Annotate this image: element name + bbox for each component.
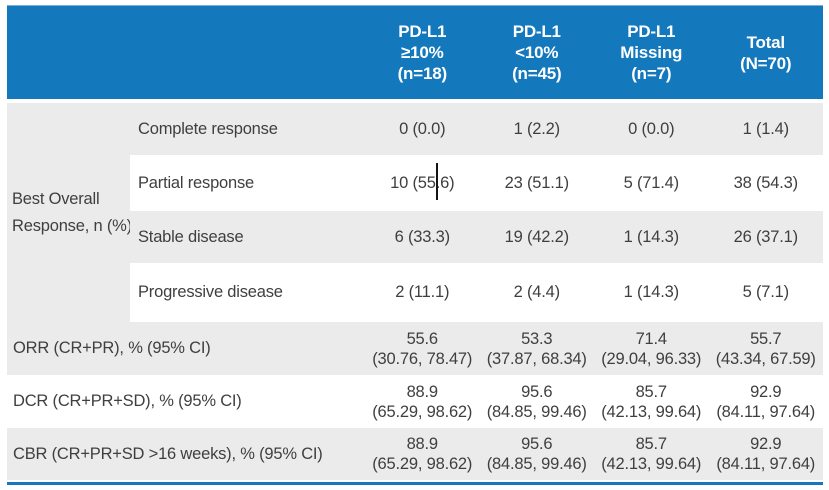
table-cell: 0 (0.0) — [594, 103, 709, 155]
table-cell: 1 (1.4) — [708, 103, 823, 155]
cell-line: (43.34, 67.59) — [715, 349, 816, 368]
table-cell: 88.9 (65.29, 98.62) — [365, 428, 480, 480]
header-line: PD-L1 — [512, 22, 561, 41]
cell-line: 92.9 — [750, 435, 782, 453]
cell-line: (29.04, 96.33) — [601, 349, 702, 368]
group-label-line: Best Overall — [12, 189, 100, 208]
header-line: Total — [746, 32, 786, 52]
column-header-pdl1-ge10: PD-L1 ≥10% (n=18) — [365, 6, 480, 99]
table-cell: 85.7 (42.13, 99.64) — [594, 428, 709, 480]
cell-line: (42.13, 99.64) — [601, 455, 702, 473]
cell-line: 85.7 — [635, 382, 668, 401]
table-cell: 10 (55.6) — [365, 155, 480, 211]
cell-line: (84.85, 99.46) — [486, 402, 587, 421]
row-group-label-best-overall-response: Best Overall Response, n (%) — [7, 103, 132, 322]
table-bottom-rule — [7, 482, 823, 485]
cell-line: 88.9 — [406, 435, 439, 453]
cell-line: (30.76, 78.47) — [372, 349, 473, 368]
cell-line: (84.11, 97.64) — [716, 455, 816, 473]
row-label-complete-response: Complete response — [130, 103, 365, 155]
table-cell: 53.3 (37.87, 68.34) — [479, 322, 594, 375]
header-spacer-sublabel-column — [130, 6, 365, 99]
table-cell: 95.6 (84.85, 99.46) — [479, 375, 594, 428]
cell-line: (65.29, 98.62) — [372, 402, 473, 421]
header-line: <10% — [515, 43, 559, 62]
header-line: (n=18) — [397, 64, 448, 83]
row-label-orr: ORR (CR+PR), % (95% CI) — [7, 322, 365, 375]
header-line: (n=7) — [631, 64, 672, 83]
table-cell: 19 (42.2) — [479, 211, 594, 263]
row-label-cbr: CBR (CR+PR+SD >16 weeks), % (95% CI) — [7, 428, 365, 480]
table-cell: 55.7 (43.34, 67.59) — [708, 322, 823, 375]
table-cell: 5 (7.1) — [708, 263, 823, 322]
table-cell: 5 (71.4) — [594, 155, 709, 211]
column-header-pdl1-missing: PD-L1 Missing (n=7) — [594, 6, 709, 99]
column-header-total: Total (N=70) — [709, 6, 824, 99]
table-cell: 2 (11.1) — [365, 263, 480, 322]
row-label-stable-disease: Stable disease — [130, 211, 365, 263]
group-label-line: Response, n (%) — [12, 216, 132, 235]
table-cell: 92.9 (84.11, 97.64) — [708, 375, 823, 428]
header-line: ≥10% — [400, 43, 444, 62]
table-cell: 85.7 (42.13, 99.64) — [594, 375, 709, 428]
column-header-pdl1-lt10: PD-L1 <10% (n=45) — [480, 6, 595, 99]
results-table: PD-L1 ≥10% (n=18) PD-L1 <10% (n=45) PD-L… — [7, 5, 823, 485]
row-label-dcr: DCR (CR+PR+SD), % (95% CI) — [7, 375, 365, 428]
cell-line: 55.6 — [406, 329, 439, 348]
cell-line: 95.6 — [521, 435, 553, 453]
table-header-row: PD-L1 ≥10% (n=18) PD-L1 <10% (n=45) PD-L… — [7, 5, 823, 99]
table-cell: 26 (37.1) — [708, 211, 823, 263]
table-body: Best Overall Response, n (%) Complete re… — [7, 103, 823, 480]
header-spacer-group-column — [7, 6, 130, 99]
text-caret — [436, 163, 438, 200]
table-cell: 1 (2.2) — [479, 103, 594, 155]
cell-line: (84.11, 97.64) — [716, 402, 816, 421]
table-cell: 38 (54.3) — [708, 155, 823, 211]
header-line: (N=70) — [740, 53, 792, 73]
table-cell: 95.6 (84.85, 99.46) — [479, 428, 594, 480]
table-cell: 6 (33.3) — [365, 211, 480, 263]
cell-line: (42.13, 99.64) — [601, 402, 702, 421]
cell-line: 85.7 — [635, 435, 668, 453]
table-cell: 71.4 (29.04, 96.33) — [594, 322, 709, 375]
row-label-partial-response: Partial response — [130, 155, 365, 211]
header-line: PD-L1 — [627, 22, 676, 41]
cell-line: (37.87, 68.34) — [486, 349, 587, 368]
header-line: PD-L1 — [398, 22, 447, 41]
table-cell: 92.9 (84.11, 97.64) — [708, 428, 823, 480]
table-cell: 23 (51.1) — [479, 155, 594, 211]
cell-line: (84.85, 99.46) — [486, 455, 587, 473]
table-cell: 1 (14.3) — [594, 211, 709, 263]
cell-line: 88.9 — [406, 382, 439, 401]
table-cell: 0 (0.0) — [365, 103, 480, 155]
cell-line: 55.7 — [750, 329, 782, 348]
cell-line: 71.4 — [635, 329, 668, 348]
header-line: (n=45) — [512, 64, 562, 83]
cell-line: 53.3 — [521, 329, 553, 348]
header-line: Missing — [620, 43, 683, 62]
row-label-progressive-disease: Progressive disease — [130, 263, 365, 322]
table-cell: 88.9 (65.29, 98.62) — [365, 375, 480, 428]
cell-line: 95.6 — [521, 382, 553, 401]
cell-line: (65.29, 98.62) — [372, 455, 473, 473]
table-cell: 1 (14.3) — [594, 263, 709, 322]
cell-line: 92.9 — [750, 382, 782, 401]
table-cell: 55.6 (30.76, 78.47) — [365, 322, 480, 375]
table-cell: 2 (4.4) — [479, 263, 594, 322]
